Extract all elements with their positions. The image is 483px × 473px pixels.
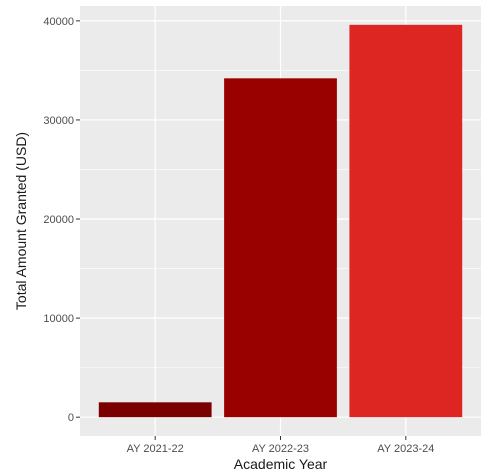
x-axis-ticks: AY 2021-22 AY 2022-23 AY 2023-24 [127, 436, 434, 455]
y-tick-label: 40000 [43, 16, 74, 28]
bar-ay-2022-23 [224, 78, 337, 418]
x-axis-title: Academic Year [234, 456, 328, 472]
bars [98, 24, 463, 418]
x-tick-label: AY 2022-23 [252, 443, 309, 455]
x-tick-label: AY 2023-24 [377, 443, 434, 455]
y-tick-label: 0 [68, 412, 74, 424]
y-axis-title: Total Amount Granted (USD) [13, 132, 29, 310]
y-tick-label: 10000 [43, 313, 74, 325]
y-tick-label: 30000 [43, 115, 74, 127]
x-tick-label: AY 2021-22 [127, 443, 184, 455]
y-tick-label: 20000 [43, 214, 74, 226]
y-axis-ticks: 0 10000 20000 30000 40000 [43, 16, 80, 424]
bar-ay-2021-22 [98, 402, 212, 418]
bar-ay-2023-24 [349, 24, 463, 418]
